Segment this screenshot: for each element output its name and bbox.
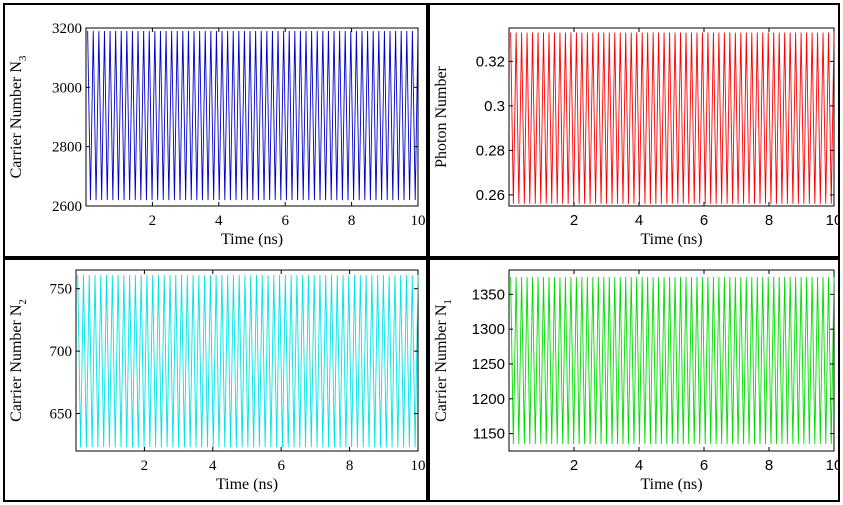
x-tick-label: 8 — [348, 213, 356, 229]
y-tick-label: 3000 — [52, 80, 82, 96]
y-axis-label-subscript: 1 — [442, 299, 454, 305]
x-tick-label: 8 — [765, 212, 773, 229]
y-tick-label: 0.26 — [476, 187, 505, 204]
chart-carrier-n2: 2 4 6 8 10 650 700 750 Time (ns) Carrier Number N… — [8, 269, 426, 493]
x-axis-label: Time (ns) — [640, 476, 702, 493]
x-tick-label: 6 — [281, 213, 289, 229]
y-tick-label: 1150 — [473, 426, 505, 443]
plot-frame — [75, 269, 419, 452]
y-tick-label: 750 — [50, 282, 73, 298]
series-line-0 — [77, 274, 419, 448]
y-tick-label: 1350 — [472, 286, 505, 303]
x-tick-label: 6 — [277, 458, 285, 474]
y-tick-label: 700 — [50, 344, 73, 360]
panel-bottom-left: 2 4 6 8 10 650 700 750 Time (ns) Carrier Number N… — [3, 258, 428, 502]
x-tick-label: 10 — [826, 212, 838, 229]
chart-carrier-n1: 2 4 6 8 10 1150 1200 1250 1300 1350 Time (ns) Carri… — [433, 269, 838, 493]
x-tick-label: 4 — [209, 458, 217, 474]
y-tick-label: 2600 — [52, 199, 82, 215]
y-tick-label: 0.28 — [476, 142, 505, 159]
x-tick-label: 10 — [411, 458, 426, 474]
y-axis-label: Carrier Number N2 — [8, 299, 29, 422]
plot-frame — [85, 27, 419, 207]
panel-bottom-right: 2 4 6 8 10 1150 1200 1250 1300 1350 Time (ns) Carri… — [428, 258, 840, 502]
series-line-0 — [510, 32, 835, 204]
x-tick-label: 4 — [635, 457, 643, 474]
x-axis-label: Time (ns) — [216, 476, 278, 493]
x-tick-label: 2 — [149, 213, 157, 229]
y-axis-label: Carrier Number N3 — [8, 55, 29, 178]
plot-frame — [508, 269, 835, 452]
y-axis-label: Carrier Number N1 — [433, 299, 454, 422]
panel-top-left: 2 4 6 8 10 2600 2800 3000 3200 Time (ns) Carrier N… — [3, 3, 428, 258]
x-tick-label: 8 — [346, 458, 354, 474]
series-line-0 — [87, 30, 419, 201]
x-tick-label: 8 — [765, 457, 773, 474]
y-axis-label: Photon Number — [433, 65, 450, 167]
panel-top-right: 2 4 6 8 10 0.26 0.28 0.3 0.32 Time (ns) Photon Num… — [428, 3, 840, 258]
y-tick-label: 650 — [50, 407, 73, 423]
chart-carrier-n3: 2 4 6 8 10 2600 2800 3000 3200 Time (ns) Carrier N… — [8, 21, 426, 248]
y-axis-label-subscript: 3 — [17, 55, 29, 61]
y-tick-label: 1250 — [472, 356, 505, 373]
plot-frame — [508, 27, 835, 207]
x-tick-label: 4 — [215, 213, 223, 229]
y-tick-label: 0.3 — [484, 98, 505, 115]
y-tick-label: 1300 — [472, 321, 505, 338]
x-tick-label: 4 — [635, 212, 643, 229]
x-tick-label: 6 — [700, 457, 708, 474]
series-line-0 — [510, 276, 835, 445]
y-tick-label: 2800 — [52, 140, 82, 156]
x-tick-label: 2 — [141, 458, 149, 474]
chart-photon-number: 2 4 6 8 10 0.26 0.28 0.3 0.32 Time (ns) Photon Num… — [433, 27, 838, 248]
x-tick-label: 10 — [411, 213, 426, 229]
x-axis-label: Time (ns) — [640, 231, 702, 248]
x-axis-label: Time (ns) — [221, 231, 283, 248]
x-tick-label: 10 — [826, 457, 838, 474]
x-tick-label: 2 — [570, 212, 578, 229]
y-axis-label-subscript: 2 — [17, 299, 29, 305]
y-tick-label: 3200 — [52, 21, 82, 37]
y-tick-label: 1200 — [472, 391, 505, 408]
x-tick-label: 2 — [570, 457, 578, 474]
x-tick-label: 6 — [700, 212, 708, 229]
y-tick-label: 0.32 — [476, 53, 505, 70]
